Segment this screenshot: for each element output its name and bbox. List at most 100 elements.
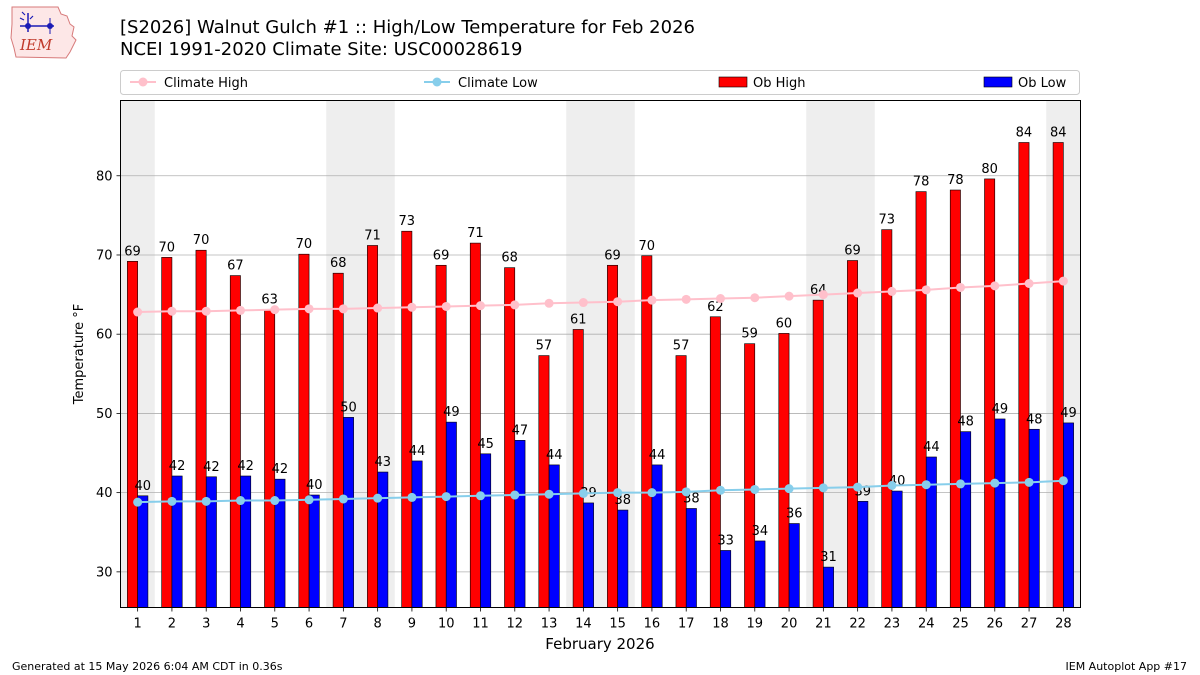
y-axis-label: Temperature °F — [72, 304, 87, 405]
x-tick-label: 25 — [952, 617, 969, 632]
ob-high-label: 68 — [330, 256, 347, 271]
climate-high-point — [544, 298, 554, 308]
ob-low-bar — [857, 501, 869, 608]
legend-ob-low-swatch — [983, 76, 1013, 88]
legend-climate-high-marker — [138, 77, 148, 87]
ob-high-label: 70 — [296, 237, 313, 252]
ob-high-label: 78 — [947, 173, 964, 188]
climate-high-point — [201, 306, 211, 316]
climate-high-point — [784, 291, 794, 301]
logo-text: IEM — [19, 36, 53, 54]
climate-low-point — [853, 482, 863, 492]
x-tick-label: 20 — [781, 617, 798, 632]
climate-high-point — [647, 295, 657, 305]
climate-high-point — [921, 285, 931, 295]
x-tick-label: 22 — [849, 617, 866, 632]
ob-high-label: 57 — [673, 339, 690, 354]
ob-low-bar — [651, 464, 663, 608]
climate-low-point — [818, 483, 828, 493]
climate-high-point — [133, 307, 143, 317]
chart-subtitle: NCEI 1991-2020 Climate Site: USC00028619 — [120, 39, 523, 60]
climate-high-point — [407, 302, 417, 312]
ob-high-bar — [675, 355, 687, 608]
ob-low-label: 42 — [272, 462, 289, 477]
plot-frame — [120, 100, 1081, 608]
legend-climate-low-label: Climate Low — [458, 76, 538, 91]
ob-high-label: 69 — [433, 248, 450, 263]
y-tick-label: 30 — [96, 565, 113, 580]
x-tick-label: 14 — [575, 617, 592, 632]
ob-low-label: 47 — [512, 423, 529, 438]
climate-high-point — [613, 297, 623, 307]
footer-generated: Generated at 15 May 2026 6:04 AM CDT in … — [12, 660, 283, 673]
ob-high-label: 70 — [193, 233, 210, 248]
x-tick-label: 7 — [339, 617, 347, 632]
ob-high-label: 70 — [159, 240, 176, 255]
ob-low-label: 40 — [135, 479, 152, 494]
x-tick-label: 21 — [815, 617, 832, 632]
y-tick-label: 80 — [96, 169, 113, 184]
x-axis-label: February 2026 — [545, 635, 654, 653]
climate-low-point — [1024, 477, 1034, 487]
ob-low-bar — [754, 540, 766, 608]
x-tick-label: 9 — [408, 617, 416, 632]
x-tick-label: 5 — [271, 617, 279, 632]
legend-box — [120, 70, 1080, 95]
x-tick-label: 16 — [644, 617, 661, 632]
climate-high-point — [236, 305, 245, 315]
ob-low-label: 49 — [443, 405, 460, 420]
ob-high-bar — [984, 178, 996, 608]
climate-high-point — [956, 282, 965, 292]
ob-low-bar — [137, 495, 149, 608]
ob-high-bar — [847, 260, 858, 608]
climate-low-point — [887, 481, 897, 491]
ob-low-bar — [548, 464, 560, 608]
ob-low-label: 50 — [340, 400, 357, 415]
climate-low-point — [990, 478, 1000, 488]
footer-app: IEM Autoplot App #17 — [1065, 660, 1188, 673]
climate-low-line — [137, 479, 1064, 504]
climate-low-point — [338, 494, 348, 504]
climate-low-point — [750, 484, 760, 494]
ob-high-label: 71 — [467, 226, 484, 241]
ob-low-label: 44 — [923, 440, 940, 455]
climate-high-point — [373, 303, 383, 313]
ob-high-bar — [1052, 142, 1064, 608]
climate-high-point — [476, 301, 485, 311]
x-tick-label: 27 — [1021, 617, 1038, 632]
climate-high-point — [441, 301, 451, 311]
climate-low-point — [236, 496, 245, 506]
ob-high-bar — [195, 249, 207, 608]
ob-low-label: 34 — [752, 524, 769, 539]
climate-low-point — [921, 480, 931, 490]
climate-low-point — [647, 488, 657, 498]
ob-low-label: 36 — [786, 507, 803, 522]
ob-low-label: 31 — [820, 550, 837, 565]
ob-low-bar — [411, 460, 423, 608]
y-tick-label: 50 — [96, 407, 113, 422]
ob-low-label: 42 — [169, 459, 186, 474]
ob-low-bar — [445, 421, 457, 608]
climate-low-point — [681, 487, 691, 497]
x-tick-label: 28 — [1055, 617, 1072, 632]
ob-high-bar — [401, 230, 413, 608]
climate-low-point — [373, 493, 383, 503]
ob-high-bar — [264, 309, 276, 608]
ob-low-label: 33 — [717, 533, 734, 548]
ob-low-bar — [823, 566, 834, 608]
climate-low-point — [201, 496, 211, 506]
climate-high-point — [887, 286, 897, 296]
x-tick-label: 2 — [168, 617, 176, 632]
x-tick-label: 17 — [678, 617, 695, 632]
climate-high-point — [270, 305, 280, 315]
climate-high-point — [338, 304, 348, 314]
x-tick-label: 24 — [918, 617, 935, 632]
climate-low-point — [716, 485, 725, 495]
ob-low-label: 44 — [649, 448, 666, 463]
ob-low-label: 44 — [409, 444, 426, 459]
ob-low-bar — [583, 502, 594, 608]
ob-high-bar — [881, 229, 893, 608]
x-tick-label: 23 — [884, 617, 901, 632]
climate-high-point — [1024, 278, 1034, 288]
